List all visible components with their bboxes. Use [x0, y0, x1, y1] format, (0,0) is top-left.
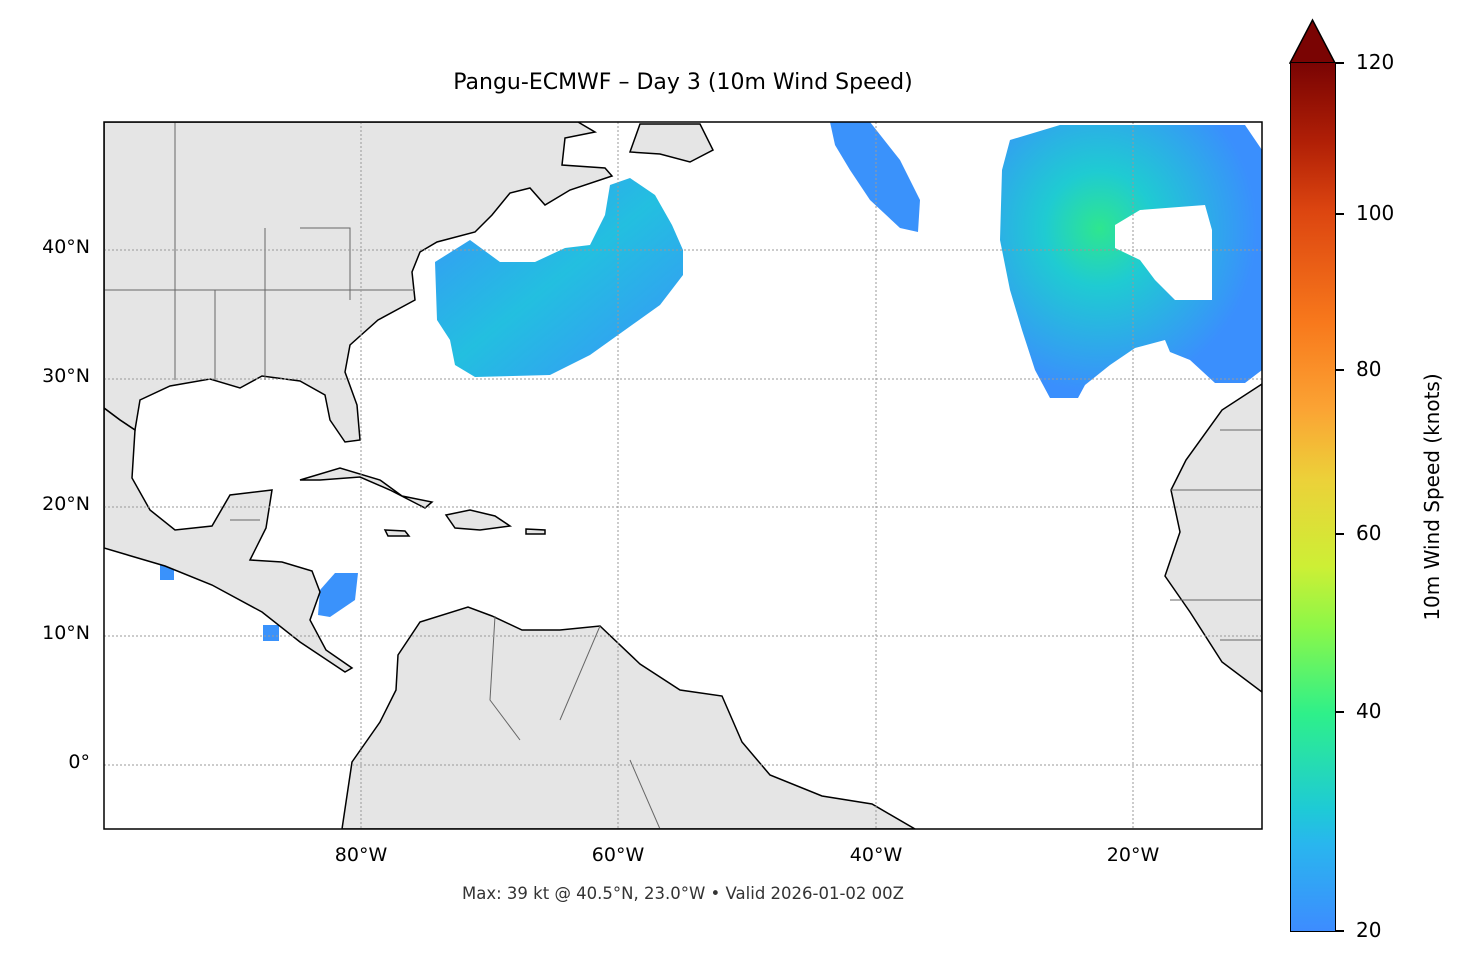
- footer-info: Max: 39 kt @ 40.5°N, 23.0°W • Valid 2026…: [462, 884, 904, 903]
- colorbar-tick-label: 60: [1356, 521, 1382, 545]
- cuba: [299, 467, 434, 509]
- wind-swath-west-atlantic: [435, 178, 683, 377]
- colorbar: [1290, 62, 1336, 932]
- borders: [104, 122, 1262, 829]
- colorbar-tick: [1336, 711, 1344, 713]
- lat-label: 10°N: [42, 622, 90, 644]
- lat-label: 20°N: [42, 493, 90, 515]
- colorbar-tick: [1336, 369, 1344, 371]
- jamaica: [383, 529, 411, 537]
- lon-label: 60°W: [591, 844, 645, 866]
- north-america: [104, 122, 614, 443]
- lon-label: 20°W: [1106, 844, 1160, 866]
- colorbar-label: 10m Wind Speed (knots): [1420, 373, 1444, 621]
- colorbar-tick: [1336, 62, 1344, 64]
- gridlines: [104, 122, 1262, 829]
- colorbar-tick-label: 20: [1356, 918, 1382, 942]
- puerto-rico: [525, 528, 546, 535]
- map-frame: [103, 121, 1263, 830]
- colorbar-tick: [1336, 930, 1344, 932]
- lon-label: 80°W: [334, 844, 388, 866]
- colorbar-extend-arrow: [1289, 18, 1337, 64]
- lat-label: 30°N: [42, 365, 90, 387]
- mexico-central-america: [104, 407, 354, 673]
- colorbar-tick: [1336, 213, 1344, 215]
- chart-title: Pangu-ECMWF – Day 3 (10m Wind Speed): [453, 70, 913, 95]
- africa: [1164, 383, 1262, 693]
- colorbar-tick-label: 40: [1356, 699, 1382, 723]
- lat-label: 40°N: [42, 236, 90, 258]
- wind-swath-mid-atlantic: [830, 122, 920, 232]
- wind-swath-east-atlantic: [1000, 125, 1262, 398]
- colorbar-tick-label: 100: [1356, 201, 1395, 225]
- land: [104, 122, 1262, 829]
- colorbar-tick: [1336, 533, 1344, 535]
- colorbar-tick-label: 120: [1356, 50, 1395, 74]
- newfoundland: [628, 123, 715, 163]
- hispaniola: [444, 509, 513, 531]
- lon-label: 40°W: [849, 844, 903, 866]
- wind-swath-caribbean: [318, 573, 358, 617]
- south-america: [341, 606, 917, 829]
- lat-label: 0°: [68, 751, 90, 773]
- colorbar-tick-label: 80: [1356, 357, 1382, 381]
